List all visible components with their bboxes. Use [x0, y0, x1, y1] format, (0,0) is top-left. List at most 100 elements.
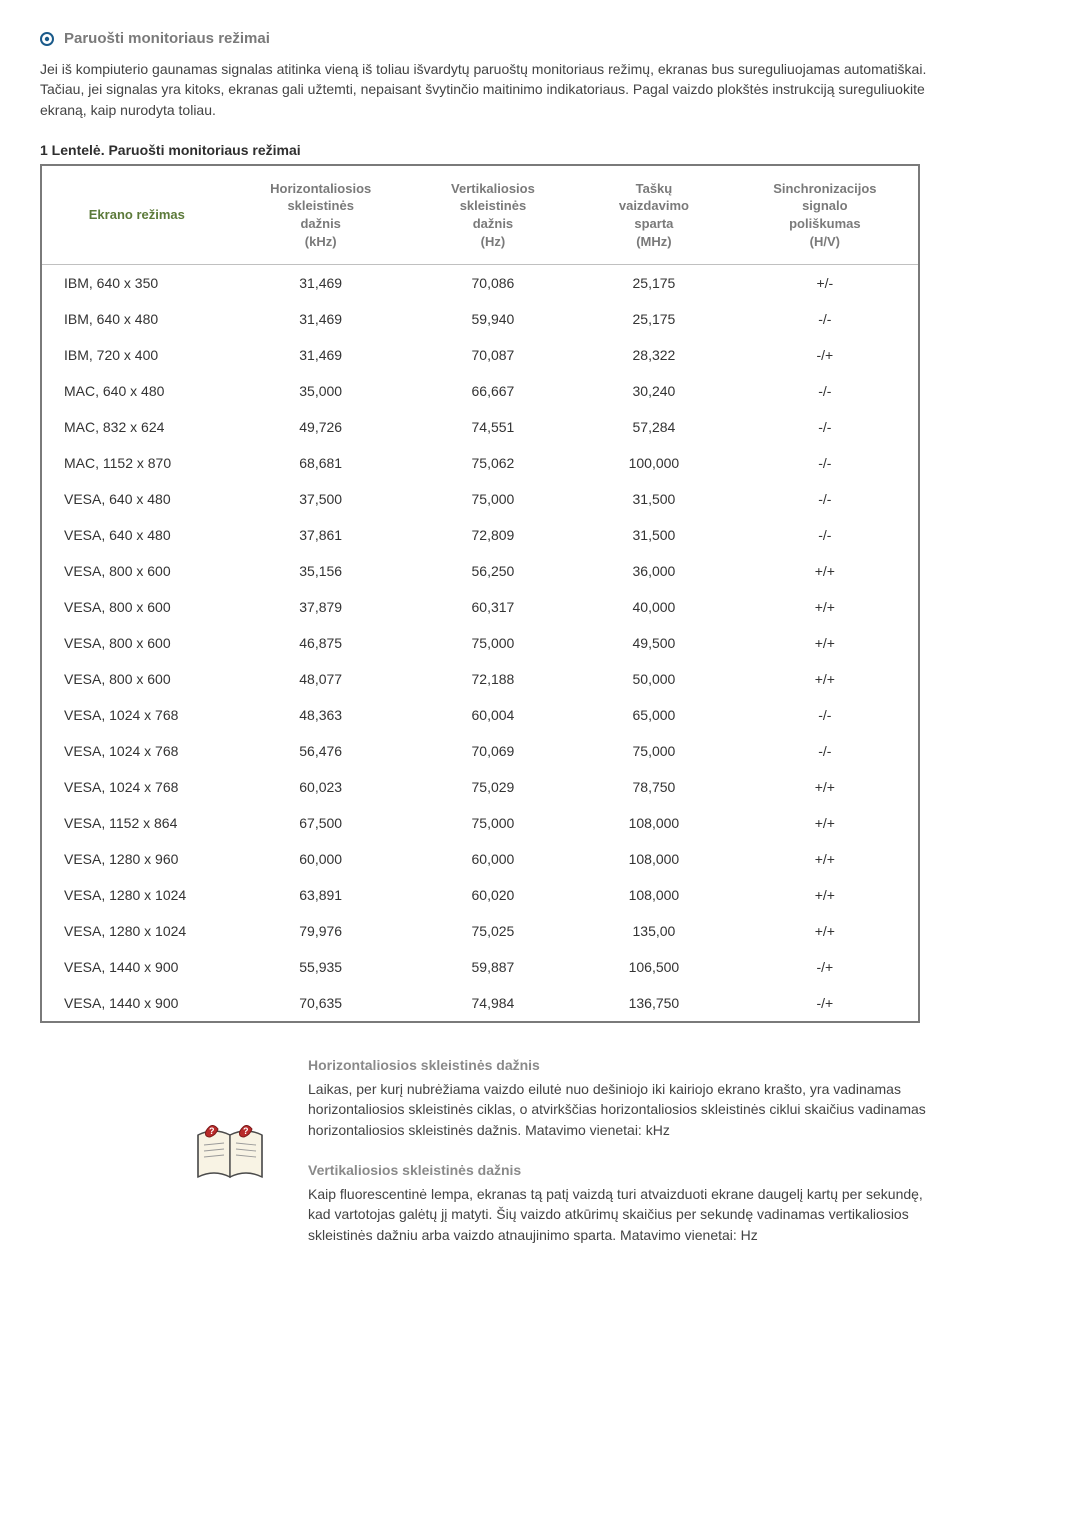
table-cell: 67,500: [232, 805, 410, 841]
table-column-header: Ekrano režimas: [41, 165, 232, 265]
table-row: VESA, 800 x 60046,87575,00049,500+/+: [41, 625, 919, 661]
table-header: Ekrano režimasHorizontaliosiosskleistinė…: [41, 165, 919, 265]
section-title: Paruošti monitoriaus režimai: [64, 30, 270, 47]
table-cell: 36,000: [576, 553, 732, 589]
table-row: MAC, 1152 x 87068,68175,062100,000-/-: [41, 445, 919, 481]
table-cell: 60,000: [410, 841, 576, 877]
table-cell: 37,879: [232, 589, 410, 625]
table-cell: MAC, 832 x 624: [41, 409, 232, 445]
table-cell: -/-: [732, 517, 919, 553]
table-cell: +/+: [732, 805, 919, 841]
table-cell: VESA, 1024 x 768: [41, 697, 232, 733]
monitor-modes-table: Ekrano režimasHorizontaliosiosskleistinė…: [40, 164, 920, 1023]
table-cell: 56,476: [232, 733, 410, 769]
table-cell: 31,469: [232, 301, 410, 337]
table-cell: 25,175: [576, 301, 732, 337]
table-cell: 48,077: [232, 661, 410, 697]
table-cell: -/-: [732, 445, 919, 481]
table-column-header: Taškųvaizdavimosparta(MHz): [576, 165, 732, 265]
table-cell: +/-: [732, 265, 919, 302]
table-cell: 57,284: [576, 409, 732, 445]
table-cell: 55,935: [232, 949, 410, 985]
table-row: VESA, 1024 x 76860,02375,02978,750+/+: [41, 769, 919, 805]
table-row: VESA, 800 x 60035,15656,25036,000+/+: [41, 553, 919, 589]
table-row: MAC, 832 x 62449,72674,55157,284-/-: [41, 409, 919, 445]
table-cell: 60,023: [232, 769, 410, 805]
table-cell: +/+: [732, 661, 919, 697]
table-cell: MAC, 640 x 480: [41, 373, 232, 409]
table-cell: 56,250: [410, 553, 576, 589]
definition-title: Vertikaliosios skleistinės dažnis: [308, 1162, 940, 1178]
table-cell: 46,875: [232, 625, 410, 661]
table-cell: VESA, 800 x 600: [41, 625, 232, 661]
table-cell: 75,000: [576, 733, 732, 769]
definitions-block: ? ? Horizontaliosios skleistinės dažnis …: [40, 1057, 940, 1267]
table-row: VESA, 1440 x 90070,63574,984136,750-/+: [41, 985, 919, 1022]
table-cell: VESA, 640 x 480: [41, 481, 232, 517]
table-cell: 79,976: [232, 913, 410, 949]
table-cell: +/+: [732, 913, 919, 949]
table-cell: -/-: [732, 481, 919, 517]
table-row: VESA, 1280 x 102463,89160,020108,000+/+: [41, 877, 919, 913]
table-cell: 75,029: [410, 769, 576, 805]
table-cell: 75,062: [410, 445, 576, 481]
table-row: VESA, 1440 x 90055,93559,887106,500-/+: [41, 949, 919, 985]
table-cell: -/+: [732, 949, 919, 985]
table-cell: 31,469: [232, 337, 410, 373]
table-cell: 35,156: [232, 553, 410, 589]
table-cell: IBM, 720 x 400: [41, 337, 232, 373]
table-cell: VESA, 1152 x 864: [41, 805, 232, 841]
svg-text:?: ?: [243, 1126, 249, 1136]
table-cell: 75,000: [410, 481, 576, 517]
table-cell: 63,891: [232, 877, 410, 913]
table-row: VESA, 640 x 48037,50075,00031,500-/-: [41, 481, 919, 517]
table-cell: -/-: [732, 301, 919, 337]
table-cell: MAC, 1152 x 870: [41, 445, 232, 481]
definition-title: Horizontaliosios skleistinės dažnis: [308, 1057, 940, 1073]
table-cell: 66,667: [410, 373, 576, 409]
table-cell: 72,809: [410, 517, 576, 553]
table-cell: 70,087: [410, 337, 576, 373]
table-cell: 72,188: [410, 661, 576, 697]
table-cell: -/-: [732, 409, 919, 445]
table-cell: 135,00: [576, 913, 732, 949]
table-body: IBM, 640 x 35031,46970,08625,175+/-IBM, …: [41, 265, 919, 1023]
table-cell: 78,750: [576, 769, 732, 805]
table-row: IBM, 640 x 35031,46970,08625,175+/-: [41, 265, 919, 302]
table-cell: 60,000: [232, 841, 410, 877]
table-cell: VESA, 1440 x 900: [41, 985, 232, 1022]
table-cell: 30,240: [576, 373, 732, 409]
definition-body: Kaip fluorescentinė lempa, ekranas tą pa…: [308, 1184, 940, 1245]
table-cell: VESA, 1280 x 960: [41, 841, 232, 877]
table-cell: IBM, 640 x 480: [41, 301, 232, 337]
table-cell: 60,004: [410, 697, 576, 733]
table-cell: +/+: [732, 589, 919, 625]
table-cell: 40,000: [576, 589, 732, 625]
table-cell: 31,469: [232, 265, 410, 302]
definition-body: Laikas, per kurį nubrėžiama vaizdo eilut…: [308, 1079, 940, 1140]
table-cell: -/-: [732, 373, 919, 409]
table-cell: 49,500: [576, 625, 732, 661]
table-cell: 68,681: [232, 445, 410, 481]
table-cell: 31,500: [576, 481, 732, 517]
table-cell: VESA, 1280 x 1024: [41, 913, 232, 949]
table-cell: 35,000: [232, 373, 410, 409]
table-row: VESA, 800 x 60048,07772,18850,000+/+: [41, 661, 919, 697]
book-icon: ? ?: [192, 1123, 270, 1190]
table-cell: 49,726: [232, 409, 410, 445]
table-cell: 37,500: [232, 481, 410, 517]
table-row: VESA, 640 x 48037,86172,80931,500-/-: [41, 517, 919, 553]
table-row: VESA, 1152 x 86467,50075,000108,000+/+: [41, 805, 919, 841]
table-cell: 75,000: [410, 625, 576, 661]
table-column-header: Horizontaliosiosskleistinėsdažnis(kHz): [232, 165, 410, 265]
table-row: IBM, 720 x 40031,46970,08728,322-/+: [41, 337, 919, 373]
table-row: IBM, 640 x 48031,46959,94025,175-/-: [41, 301, 919, 337]
table-cell: 74,984: [410, 985, 576, 1022]
table-cell: VESA, 800 x 600: [41, 661, 232, 697]
table-cell: +/+: [732, 769, 919, 805]
table-cell: 31,500: [576, 517, 732, 553]
table-cell: 75,000: [410, 805, 576, 841]
table-column-header: Vertikaliosiosskleistinėsdažnis(Hz): [410, 165, 576, 265]
table-cell: VESA, 640 x 480: [41, 517, 232, 553]
table-cell: 108,000: [576, 805, 732, 841]
